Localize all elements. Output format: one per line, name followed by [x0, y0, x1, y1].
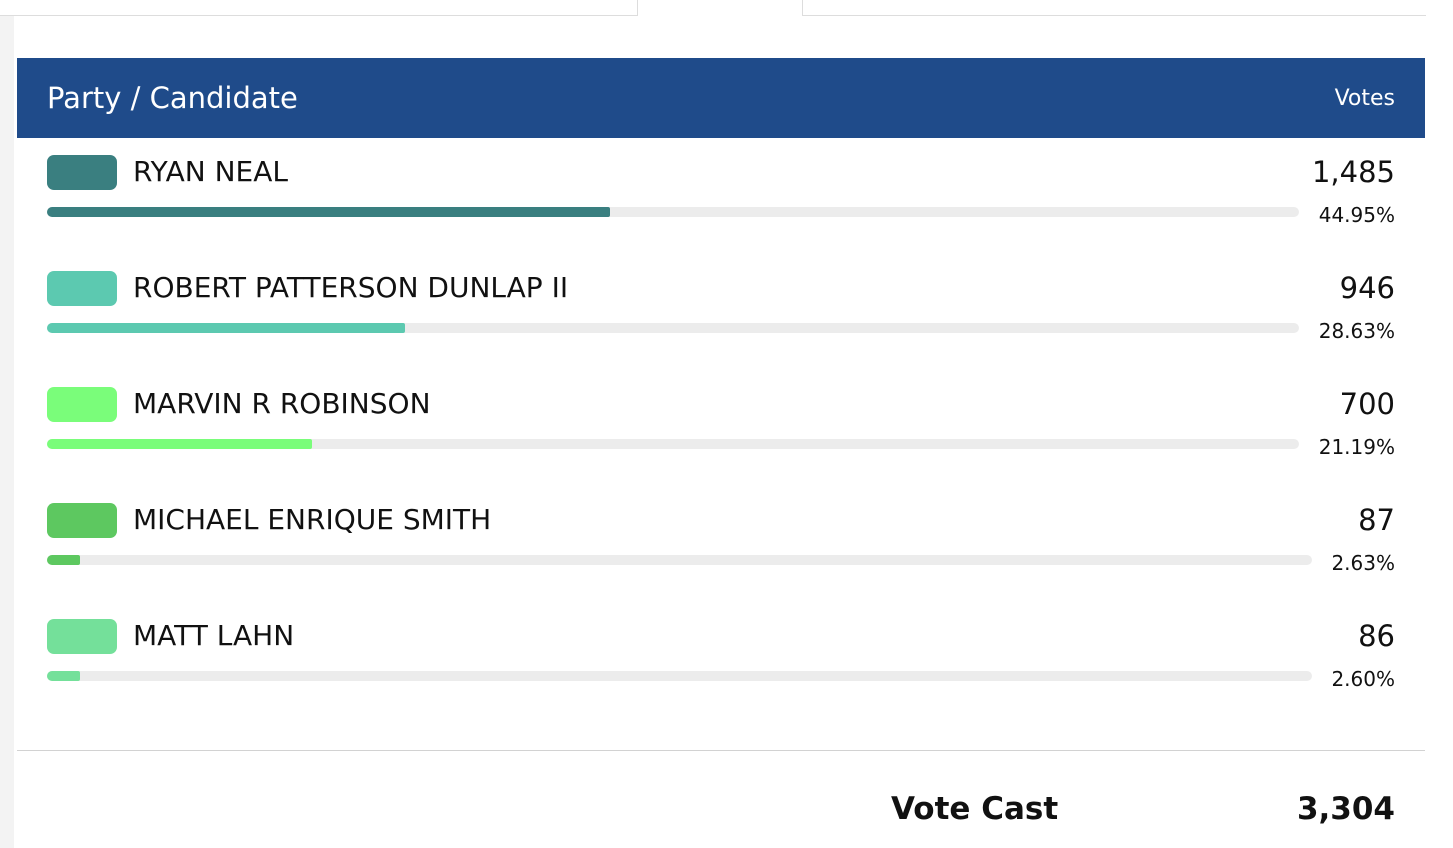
candidate-name: ROBERT PATTERSON DUNLAP II [133, 271, 569, 304]
candidate-row: MATT LAHN 86 2.60% [17, 602, 1425, 718]
candidate-percent: 28.63% [1318, 319, 1395, 343]
candidate-percent: 44.95% [1318, 203, 1395, 227]
previous-card-right [802, 0, 1426, 16]
vote-share-bar-track [47, 323, 1299, 333]
header-candidate-label: Party / Candidate [47, 81, 298, 115]
candidate-name: MICHAEL ENRIQUE SMITH [133, 503, 492, 536]
candidate-votes: 700 [1339, 387, 1395, 421]
candidate-votes: 1,485 [1311, 155, 1395, 189]
totals-divider [17, 750, 1425, 751]
candidate-name: MARVIN R ROBINSON [133, 387, 431, 420]
party-color-swatch [47, 387, 117, 422]
page-gutter [0, 0, 14, 848]
party-color-swatch [47, 271, 117, 306]
header-votes-label: Votes [1334, 85, 1395, 111]
candidate-percent: 21.19% [1318, 435, 1395, 459]
candidate-row: RYAN NEAL 1,485 44.95% [17, 138, 1425, 254]
candidate-name: RYAN NEAL [133, 155, 288, 188]
vote-share-bar-fill [47, 207, 610, 217]
party-color-swatch [47, 503, 117, 538]
party-color-swatch [47, 619, 117, 654]
party-color-swatch [47, 155, 117, 190]
candidate-row: MICHAEL ENRIQUE SMITH 87 2.63% [17, 486, 1425, 602]
vote-share-bar-fill [47, 555, 81, 565]
previous-card-left [0, 0, 638, 16]
candidate-list: RYAN NEAL 1,485 44.95% ROBERT PATTERSON … [17, 138, 1425, 718]
candidate-votes: 86 [1358, 619, 1395, 653]
candidate-row: ROBERT PATTERSON DUNLAP II 946 28.63% [17, 254, 1425, 370]
candidate-votes: 946 [1339, 271, 1395, 305]
vote-share-bar-track [47, 207, 1299, 217]
vote-share-bar-fill [47, 671, 80, 681]
results-header: Party / Candidate Votes [17, 58, 1425, 138]
vote-share-bar-track [47, 671, 1312, 681]
candidate-name: MATT LAHN [133, 619, 295, 652]
candidate-votes: 87 [1358, 503, 1395, 537]
vote-share-bar-track [47, 555, 1312, 565]
vote-share-bar-track [47, 439, 1299, 449]
vote-share-bar-fill [47, 323, 406, 333]
candidate-percent: 2.60% [1331, 667, 1395, 691]
total-votes-value: 3,304 [1296, 791, 1395, 827]
vote-share-bar-fill [47, 439, 313, 449]
results-card: Party / Candidate Votes RYAN NEAL 1,485 … [17, 58, 1425, 848]
candidate-percent: 2.63% [1331, 551, 1395, 575]
candidate-row: MARVIN R ROBINSON 700 21.19% [17, 370, 1425, 486]
total-votes-label: Vote Cast [891, 791, 1059, 827]
